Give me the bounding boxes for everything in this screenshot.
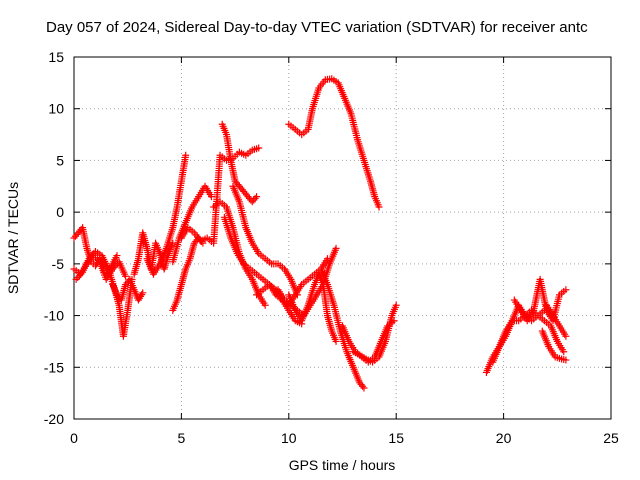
data-point	[255, 144, 263, 152]
data-point	[251, 194, 259, 202]
series-sat-v	[489, 306, 568, 366]
data-point	[562, 356, 570, 364]
data-point	[375, 203, 383, 211]
y-tick-label: -5	[52, 256, 65, 272]
series-sat-d	[109, 275, 147, 304]
data-point	[392, 301, 400, 309]
x-tick-labels: 0 5 10 15 20 25	[70, 430, 619, 446]
data-points	[70, 75, 570, 392]
x-axis-label: GPS time / hours	[289, 457, 396, 473]
y-tick-label: -10	[44, 308, 64, 324]
y-tick-label: 0	[56, 204, 64, 220]
x-tick-label: 25	[603, 430, 619, 446]
y-tick-labels: -20 -15 -10 -5 0 5 10 15	[44, 49, 64, 427]
y-tick-label: 10	[48, 101, 64, 117]
series-sat-x	[538, 327, 570, 364]
y-tick-label: -15	[44, 359, 64, 375]
x-tick-label: 10	[281, 430, 297, 446]
series-sat-q	[317, 265, 368, 392]
data-point	[323, 255, 331, 263]
data-point	[560, 348, 568, 356]
data-point	[332, 337, 340, 345]
data-point	[113, 252, 121, 260]
data-point	[360, 384, 368, 392]
series-sat-t	[285, 75, 383, 211]
y-tick-label: 5	[56, 152, 64, 168]
y-tick-label: 15	[48, 49, 64, 65]
data-point	[562, 286, 570, 294]
y-axis-label: SDTVAR / TECUs	[5, 182, 21, 294]
series-sat-h	[169, 182, 215, 266]
x-tick-label: 5	[178, 430, 186, 446]
x-tick-label: 0	[70, 430, 78, 446]
data-point	[122, 272, 130, 280]
series-sat-j	[218, 120, 261, 206]
plot-frame	[73, 56, 612, 420]
data-point	[139, 289, 147, 297]
x-tick-label: 15	[388, 430, 404, 446]
data-point	[332, 244, 340, 252]
axis-ticks	[73, 56, 612, 420]
series-sat-y	[543, 301, 570, 340]
y-tick-label: -20	[44, 411, 64, 427]
series-sat-m	[229, 182, 301, 299]
data-point	[562, 332, 570, 340]
x-tick-label: 20	[496, 430, 512, 446]
series-sat-f	[143, 151, 190, 278]
data-point	[169, 239, 177, 247]
chart-title: Day 057 of 2024, Sidereal Day-to-day VTE…	[46, 19, 588, 36]
series-sat-s	[349, 301, 400, 366]
series-sat-w	[510, 275, 570, 325]
data-point	[359, 382, 367, 390]
grid	[74, 57, 611, 419]
data-point	[253, 193, 261, 201]
data-point	[261, 301, 269, 309]
data-point	[182, 151, 190, 159]
